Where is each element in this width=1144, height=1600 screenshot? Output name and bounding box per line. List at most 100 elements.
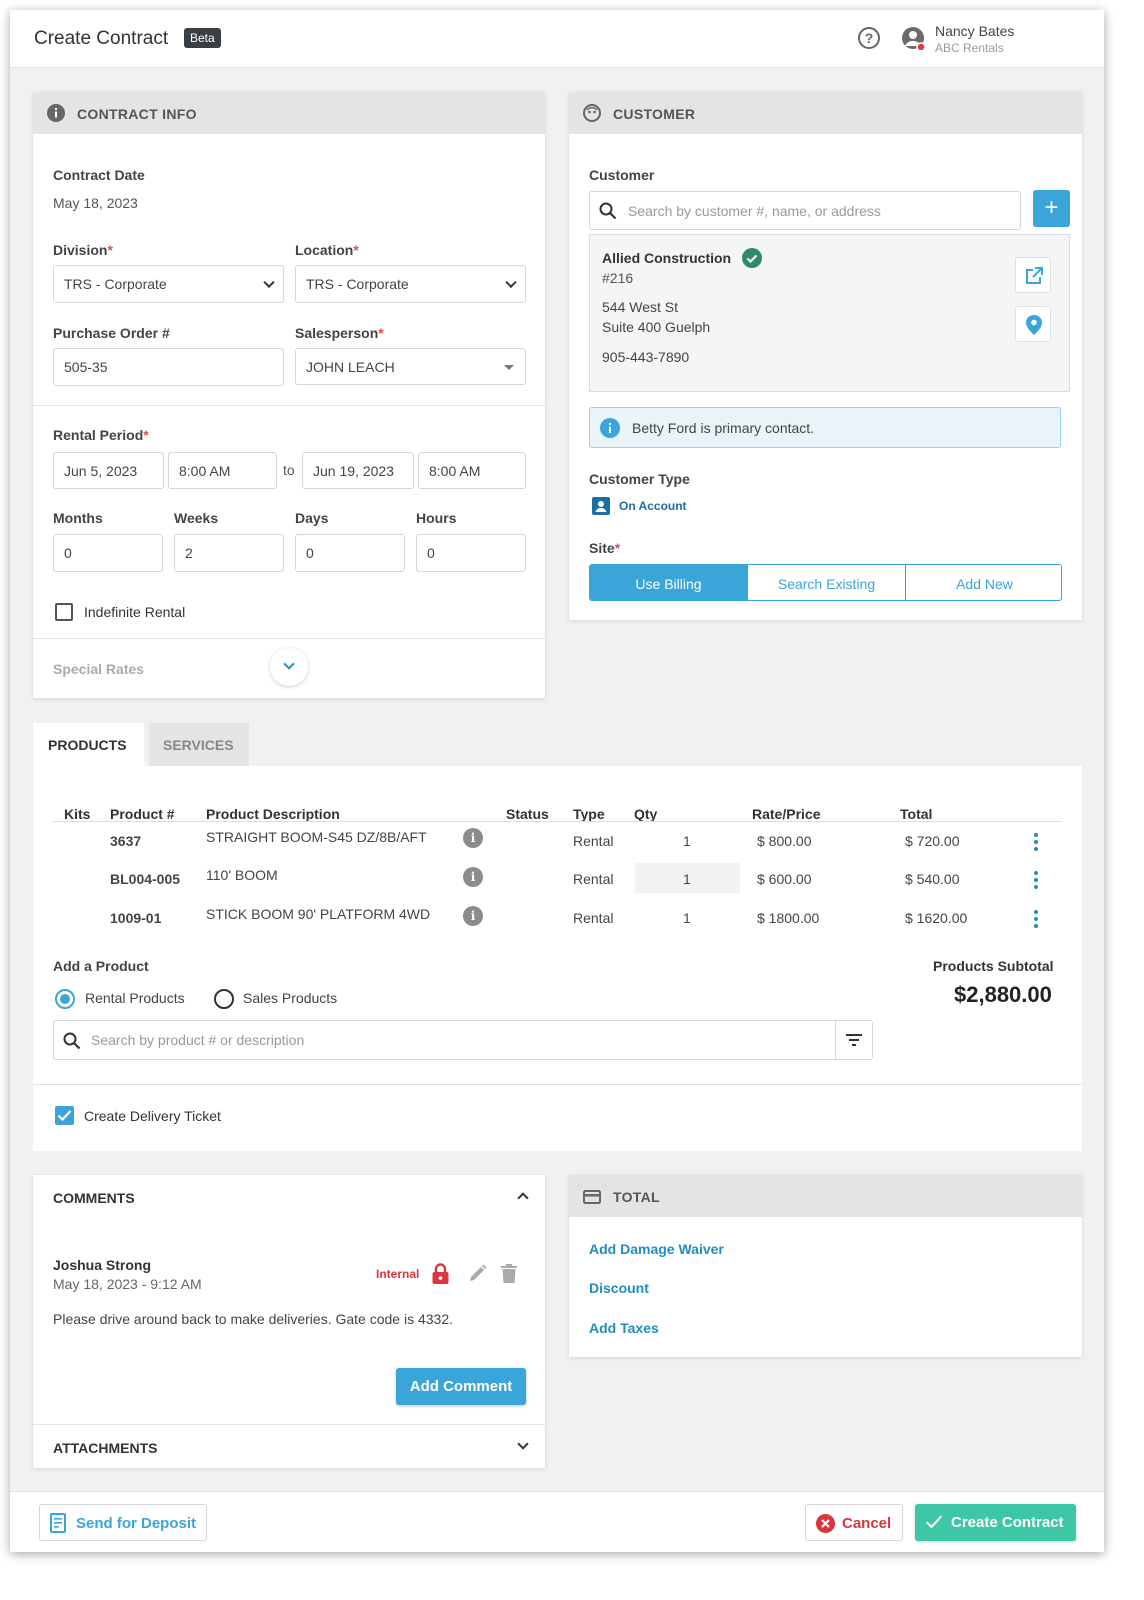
product-info-icon[interactable]: i [463,867,483,887]
rental-period-label: Rental Period* [53,427,149,443]
weeks-input[interactable]: 2 [174,534,284,572]
hours-value: 0 [427,545,435,561]
end-time-input[interactable]: 8:00 AM [418,452,526,489]
column-qty: Qty [634,806,658,822]
add-taxes-link[interactable]: Add Taxes [589,1320,659,1336]
product-info-icon[interactable]: i [463,906,483,926]
product-number-link[interactable]: BL004-005 [110,871,181,887]
contract-info-title: CONTRACT INFO [77,106,197,122]
product-number-link[interactable]: 1009-01 [110,910,162,926]
indefinite-rental-checkbox[interactable] [55,603,73,621]
products-subtotal-value: $2,880.00 [954,982,1052,1007]
customer-face-icon [583,104,601,122]
site-search-existing-button[interactable]: Search Existing [747,565,905,600]
start-time-input[interactable]: 8:00 AM [168,452,277,489]
product-description: STRAIGHT BOOM-S45 DZ/8B/AFT [206,829,427,845]
filter-icon [846,1034,862,1046]
end-date-value: Jun 19, 2023 [313,462,394,479]
add-customer-button[interactable]: + [1033,190,1070,227]
hours-input[interactable]: 0 [416,534,526,572]
salesperson-select[interactable]: JOHN LEACH [295,348,526,385]
total-header: TOTAL [569,1175,1082,1217]
cancel-label: Cancel [842,1515,892,1532]
product-rate[interactable]: $ 600.00 [757,871,812,887]
customer-type-value: On Account [619,499,687,513]
tab-services[interactable]: SERVICES [149,723,249,766]
info-icon [47,104,65,122]
comment-visibility: Internal [376,1267,420,1281]
months-input[interactable]: 0 [53,534,163,572]
checkmark-icon [925,1515,943,1529]
location-value: TRS - Corporate [306,276,409,292]
special-rates-toggle[interactable] [270,648,308,686]
end-date-input[interactable]: Jun 19, 2023 [302,452,414,489]
customer-title: CUSTOMER [613,106,696,122]
site-use-billing-button[interactable]: Use Billing [590,565,747,600]
add-damage-waiver-link[interactable]: Add Damage Waiver [589,1241,724,1257]
column-type: Type [573,806,605,822]
qty-input-highlight[interactable] [635,863,740,893]
start-date-input[interactable]: Jun 5, 2023 [53,452,164,489]
delete-trash-icon[interactable] [501,1264,517,1283]
add-comment-button[interactable]: Add Comment [396,1368,526,1405]
customer-details: Allied Construction #216 544 West St Sui… [589,234,1070,392]
delivery-ticket-label: Create Delivery Ticket [84,1108,221,1124]
open-customer-button[interactable] [1015,257,1051,293]
row-menu-icon[interactable] [1034,910,1038,928]
verified-check-icon [742,248,762,268]
comments-card: COMMENTS Joshua Strong May 18, 2023 - 9:… [33,1175,545,1468]
comment-author: Joshua Strong [53,1257,152,1273]
map-pin-icon [1026,315,1042,335]
division-value: TRS - Corporate [64,276,167,292]
site-label: Site* [589,540,621,556]
add-product-label: Add a Product [53,958,149,974]
start-date-value: Jun 5, 2023 [64,462,138,479]
filter-button[interactable] [835,1021,872,1059]
user-avatar-icon[interactable] [901,26,925,50]
salesperson-label: Salesperson* [295,325,384,341]
sales-products-radio[interactable] [214,989,234,1009]
product-qty[interactable]: 1 [683,833,691,849]
row-menu-icon[interactable] [1034,871,1038,889]
chevron-down-icon [283,658,295,670]
column-description: Product Description [206,806,340,822]
customer-map-button[interactable] [1015,306,1051,342]
total-card: TOTAL Add Damage Waiver Discount Add Tax… [569,1175,1082,1357]
chevron-down-icon[interactable] [517,1438,529,1450]
help-icon[interactable]: ? [858,27,880,49]
po-value: 505-35 [64,359,108,375]
chevron-up-icon[interactable] [517,1192,529,1204]
cancel-button[interactable]: Cancel [805,1504,903,1541]
delivery-ticket-checkbox[interactable] [55,1106,74,1125]
customer-search-input[interactable]: Search by customer #, name, or address [589,191,1021,230]
total-title: TOTAL [613,1189,660,1205]
product-qty[interactable]: 1 [683,871,691,887]
row-menu-icon[interactable] [1034,833,1038,851]
po-input[interactable]: 505-35 [53,348,284,386]
send-for-deposit-button[interactable]: Send for Deposit [39,1504,207,1541]
create-contract-button[interactable]: Create Contract [915,1504,1076,1541]
customer-header: CUSTOMER [569,92,1082,134]
product-info-icon[interactable]: i [463,828,483,848]
customer-card: CUSTOMER Customer Search by customer #, … [569,92,1082,620]
discount-link[interactable]: Discount [589,1280,649,1296]
products-subtotal-label: Products Subtotal [933,958,1054,974]
division-select[interactable]: TRS - Corporate [53,265,284,303]
rental-products-radio[interactable] [55,989,75,1009]
product-rate[interactable]: $ 1800.00 [757,910,820,926]
product-search-input[interactable]: Search by product # or description [53,1020,873,1060]
months-value: 0 [64,545,72,561]
product-qty[interactable]: 1 [683,910,691,926]
edit-pencil-icon[interactable] [468,1264,487,1283]
days-input[interactable]: 0 [295,534,405,572]
create-contract-label: Create Contract [951,1514,1064,1531]
location-select[interactable]: TRS - Corporate [295,265,526,303]
tab-products[interactable]: PRODUCTS [33,723,144,766]
user-name: Nancy Bates [935,23,1015,39]
column-total: Total [900,806,933,822]
days-value: 0 [306,545,314,561]
site-add-new-button[interactable]: Add New [905,565,1061,600]
product-rate[interactable]: $ 800.00 [757,833,812,849]
product-number-link[interactable]: 3637 [110,833,142,849]
product-type: Rental [573,833,614,849]
